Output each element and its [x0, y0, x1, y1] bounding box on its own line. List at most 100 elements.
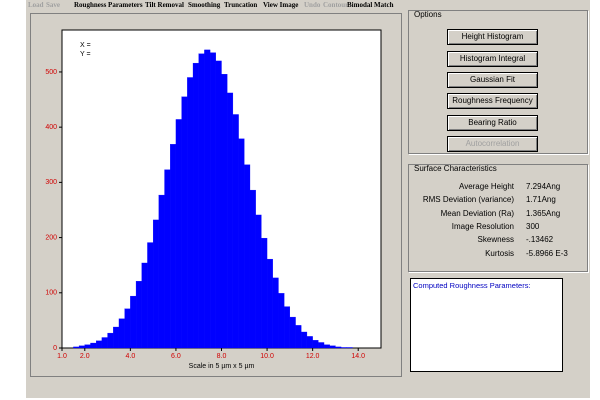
- stat-value: 1.365Ang: [526, 208, 561, 218]
- histogram-bar: [96, 340, 103, 349]
- histogram-bar: [272, 277, 279, 349]
- stat-value: 300: [526, 221, 540, 231]
- histogram-bar: [204, 49, 211, 349]
- histogram-bar: [329, 345, 336, 349]
- histogram-bar: [192, 62, 199, 349]
- x-tick-label: 1.0: [57, 353, 67, 360]
- histogram-bar: [124, 308, 131, 349]
- histogram-bar: [312, 340, 319, 349]
- histogram-bar: [346, 347, 353, 349]
- histogram-bar: [181, 96, 188, 349]
- option-button[interactable]: Roughness Frequency: [447, 93, 538, 109]
- histogram-chart: 0 100 200 300 400 500 1.0 2.0 4.0 6.0 8.0 10.0 12.0 1…: [45, 29, 382, 370]
- option-button[interactable]: Gaussian Fit: [447, 72, 538, 88]
- histogram-bar: [101, 337, 108, 349]
- histogram-bar: [107, 332, 114, 349]
- menu-item: Load: [28, 1, 44, 9]
- histogram-bar: [318, 342, 325, 349]
- y-tick-label: 400: [45, 124, 57, 131]
- option-button[interactable]: Histogram Integral: [447, 51, 538, 67]
- x-tick-label: 8.0: [217, 353, 227, 360]
- option-button: Autocorrelation: [447, 136, 538, 152]
- histogram-bar: [113, 326, 120, 349]
- histogram-bar: [255, 214, 262, 349]
- histogram-bar: [284, 306, 291, 349]
- histogram-bar: [244, 164, 251, 349]
- y-tick-label: 0: [53, 345, 57, 352]
- histogram-bar: [118, 318, 125, 349]
- menu-item[interactable]: Smoothing: [188, 1, 221, 9]
- y-tick-label: 500: [45, 69, 57, 76]
- histogram-bar: [73, 346, 80, 349]
- x-tick-label: 14.0: [351, 353, 365, 360]
- menu-item[interactable]: Tilt Removal: [145, 1, 184, 9]
- menu-item[interactable]: Bimodal Match: [347, 1, 394, 9]
- stat-label: Mean Deviation (Ra): [440, 208, 514, 218]
- menu-item[interactable]: Truncation: [224, 1, 258, 9]
- x-tick-label: 6.0: [171, 353, 181, 360]
- histogram-bar: [278, 293, 285, 349]
- stat-value: 1.71Ang: [526, 195, 556, 205]
- histogram-bar: [249, 189, 256, 349]
- histogram-bar: [147, 242, 154, 349]
- computed-title: Computed Roughness Parameters:: [413, 281, 531, 290]
- stat-label: Image Resolution: [451, 221, 514, 231]
- menu-item[interactable]: Roughness Parameters: [74, 1, 143, 9]
- option-button[interactable]: Height Histogram: [447, 29, 538, 45]
- options-panel: Options: [408, 10, 588, 154]
- x-axis-label: Scale in 5 µm x 5 µm: [189, 363, 255, 370]
- histogram-bar: [295, 325, 302, 349]
- stat-label: RMS Deviation (variance): [422, 195, 514, 205]
- surface-title: Surface Characteristics: [414, 164, 497, 173]
- x-tick-label: 10.0: [260, 353, 274, 360]
- surface-panel: Surface Characteristics: [408, 164, 588, 272]
- histogram-bar: [175, 119, 182, 349]
- stat-value: -5.8966 E-3: [526, 248, 568, 258]
- histogram-bar: [221, 74, 228, 349]
- histogram-bar: [164, 169, 171, 349]
- histogram-bar: [130, 295, 137, 349]
- histogram-bar: [227, 92, 234, 349]
- histogram-bar: [141, 262, 148, 349]
- menu-item: Undo: [304, 1, 321, 9]
- histogram-bar: [215, 60, 222, 349]
- histogram-bar: [209, 52, 216, 349]
- histogram-bar: [187, 77, 194, 349]
- cursor-y: Y =: [80, 51, 91, 58]
- histogram-bar: [198, 53, 205, 349]
- computed-box: Computed Roughness Parameters:: [410, 278, 563, 372]
- menu-item[interactable]: View Image: [263, 1, 299, 9]
- histogram-bar: [340, 347, 347, 349]
- histogram-bar: [238, 138, 245, 349]
- x-tick-label: 12.0: [306, 353, 320, 360]
- histogram-bar: [170, 144, 177, 349]
- x-tick-label: 2.0: [80, 353, 90, 360]
- histogram-bar: [78, 345, 85, 349]
- histogram-bar: [266, 258, 273, 349]
- histogram-bar: [261, 237, 268, 349]
- stat-label: Kurtosis: [485, 248, 514, 258]
- histogram-bar: [301, 331, 308, 349]
- histogram-bar: [158, 194, 165, 349]
- y-tick-label: 200: [45, 234, 57, 241]
- options-title: Options: [414, 10, 442, 19]
- y-tick-label: 100: [45, 290, 57, 297]
- stat-value: 7.294Ang: [526, 182, 561, 191]
- histogram-bar: [335, 346, 342, 349]
- x-tick-label: 4.0: [125, 353, 135, 360]
- option-button[interactable]: Bearing Ratio: [447, 115, 538, 131]
- histogram-bar: [90, 342, 97, 349]
- stat-label: Average Height: [459, 182, 514, 191]
- histogram-bar: [323, 344, 330, 349]
- menu-item: Save: [46, 1, 60, 9]
- cursor-x: X =: [80, 42, 91, 49]
- app-window: R 01002003004005001.02.04.06.08.010.012.…: [26, 0, 590, 398]
- histogram-bar: [289, 316, 296, 349]
- histogram-bar: [135, 281, 142, 349]
- stat-value: -.13462: [526, 235, 554, 245]
- histogram-bar: [84, 344, 91, 349]
- histogram-bar: [306, 336, 313, 349]
- y-tick-label: 300: [45, 179, 57, 186]
- menu-item: Contour: [323, 1, 349, 9]
- histogram-bar: [232, 114, 239, 349]
